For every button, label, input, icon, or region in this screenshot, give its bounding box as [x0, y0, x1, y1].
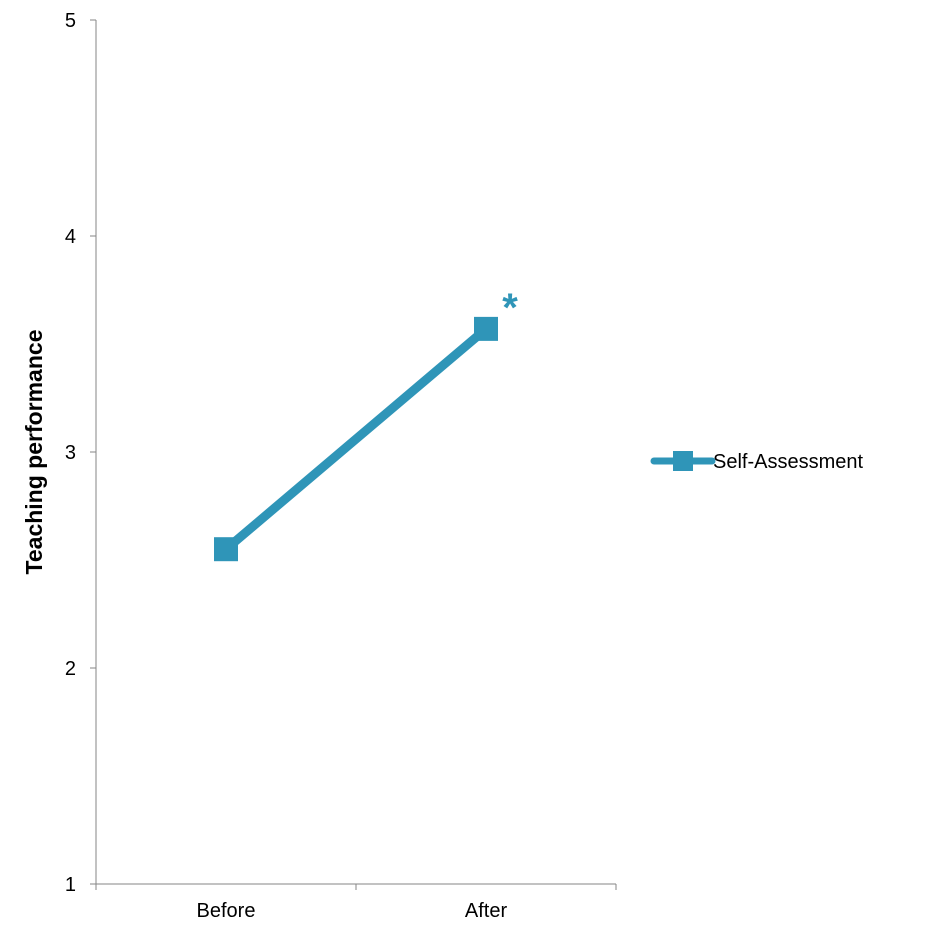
- x-tick-label: After: [465, 900, 508, 922]
- y-tick-labels: 1 2 3 4 5: [65, 10, 76, 896]
- y-tick-label: 3: [65, 442, 76, 464]
- legend: Self-Assessment: [650, 451, 863, 473]
- y-axis-title: Teaching performance: [21, 330, 47, 575]
- y-tick-label: 5: [65, 10, 76, 32]
- significance-asterisk: *: [502, 286, 518, 330]
- y-tick-label: 2: [65, 658, 76, 680]
- legend-marker-self-assessment: [673, 451, 693, 471]
- axes: [90, 19, 617, 890]
- annotation-layer: *: [502, 286, 518, 330]
- x-tick-label: Before: [197, 900, 256, 922]
- series-layer: [214, 316, 498, 562]
- data-point-after: [474, 316, 498, 341]
- legend-label-self-assessment: Self-Assessment: [713, 451, 863, 473]
- series-line-self-assessment: [221, 324, 491, 554]
- y-tick-label: 1: [65, 874, 76, 896]
- y-tick-label: 4: [65, 226, 76, 248]
- data-point-before: [214, 537, 238, 562]
- x-tick-labels: Before After: [197, 900, 508, 922]
